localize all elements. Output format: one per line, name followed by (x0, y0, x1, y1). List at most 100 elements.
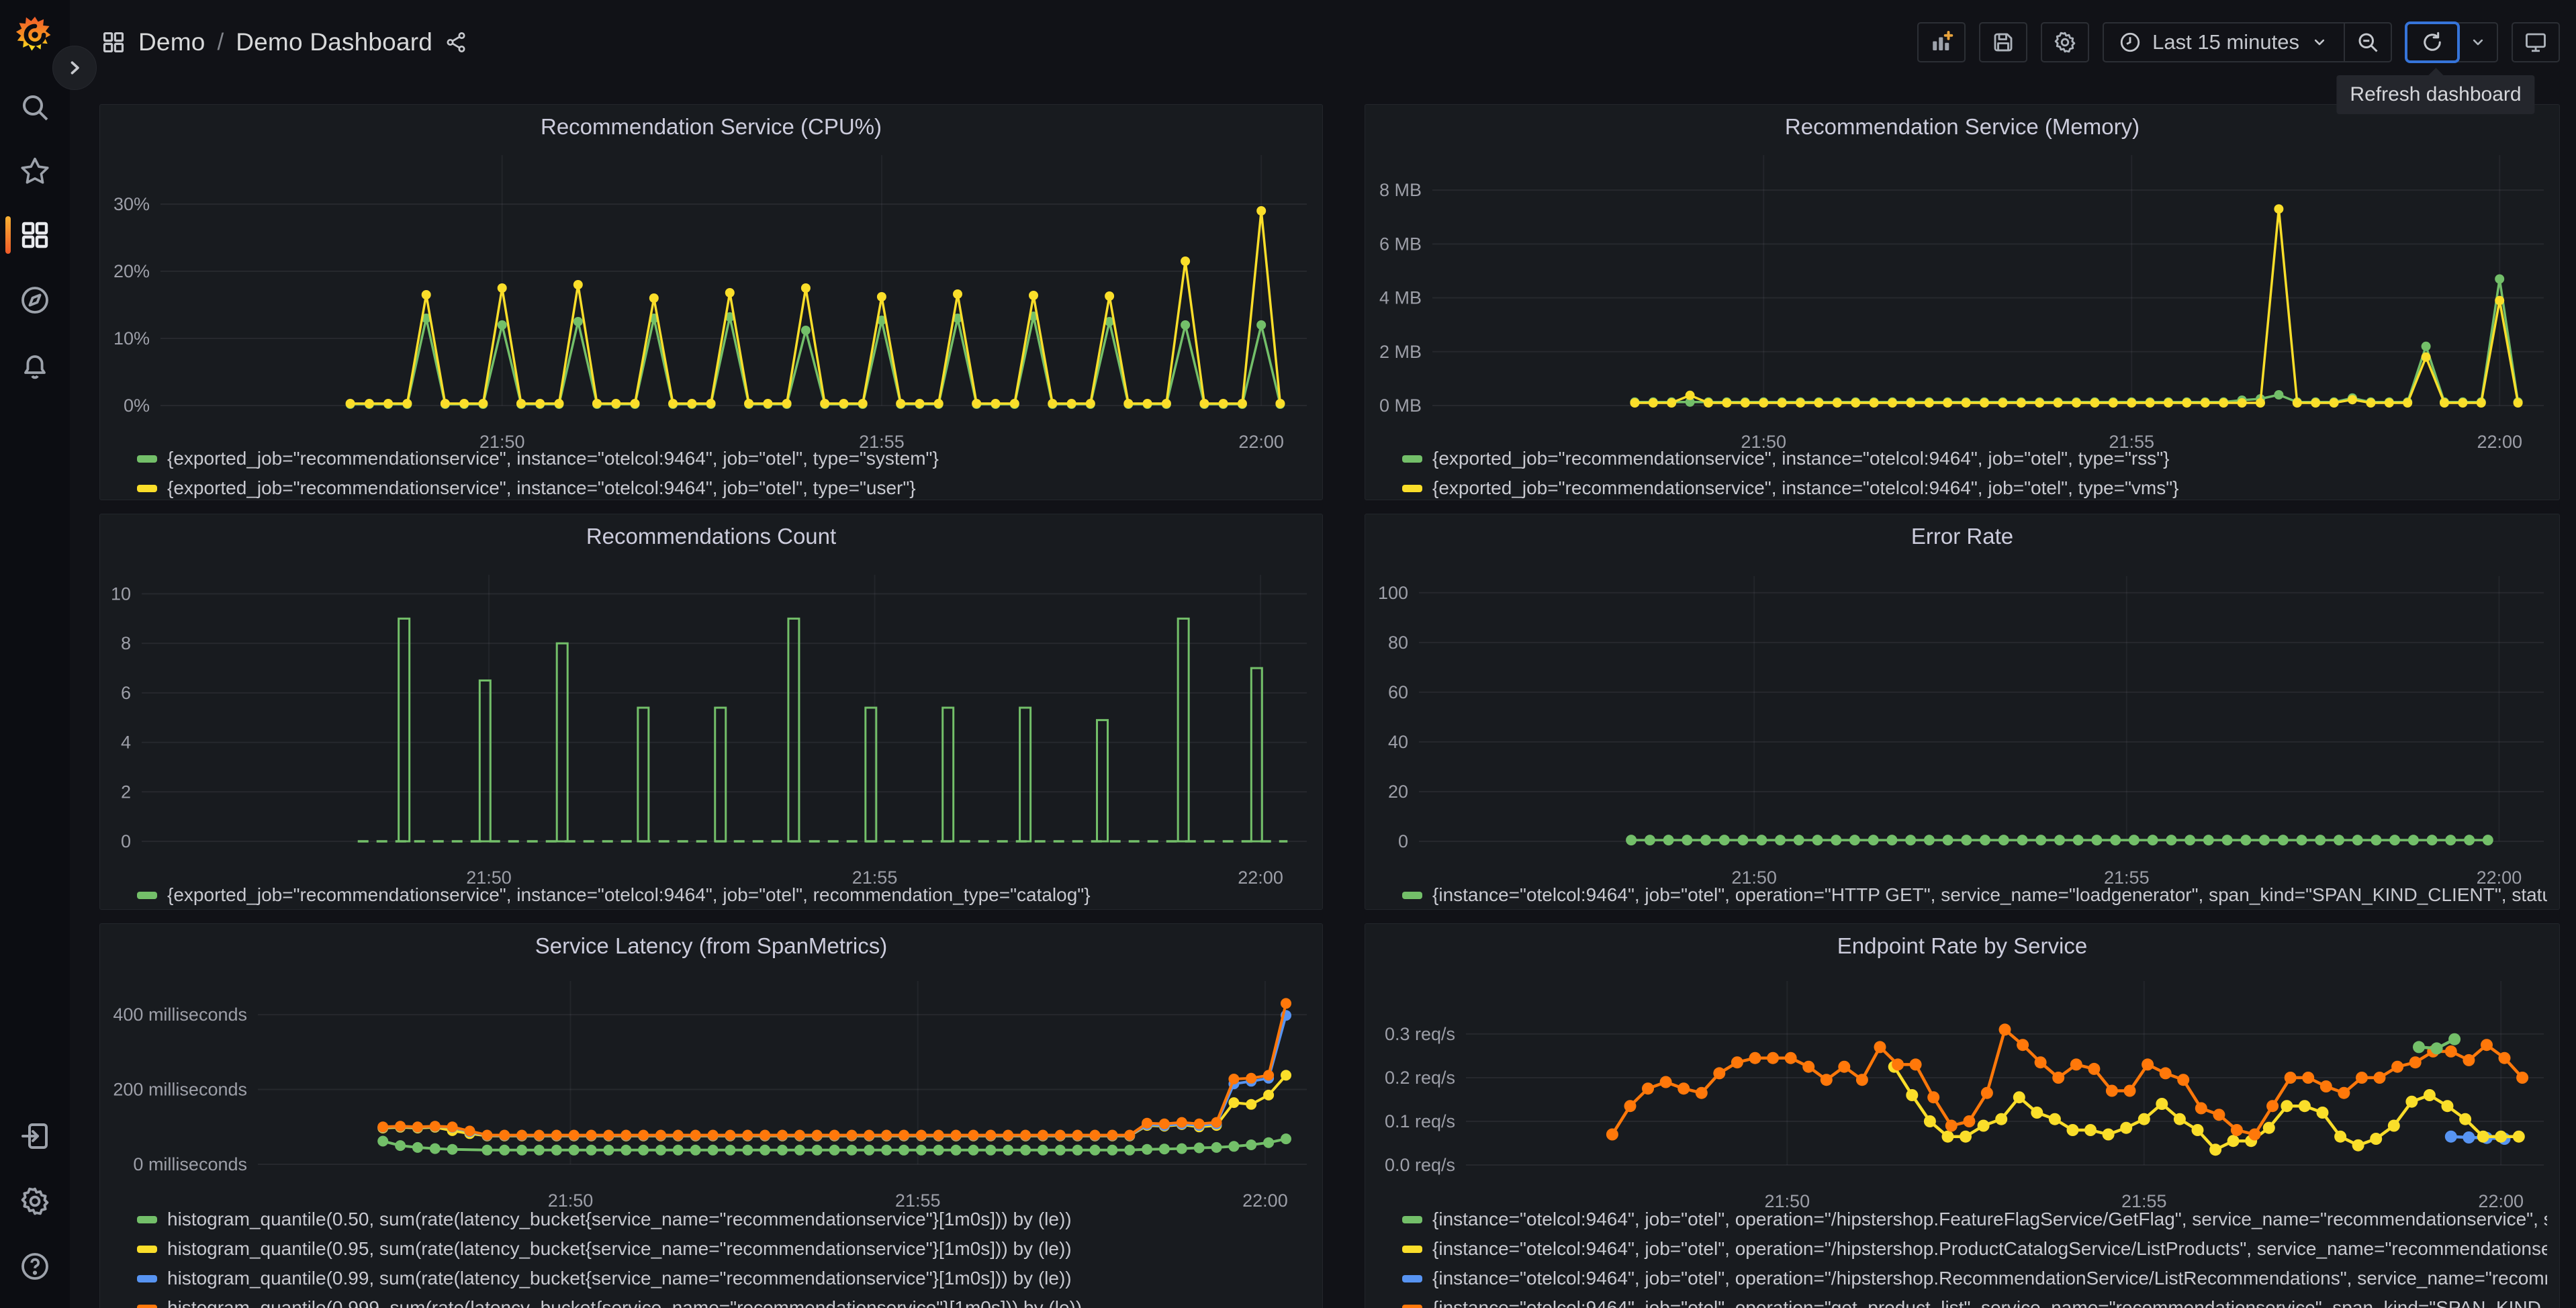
chevron-right-icon (63, 56, 86, 79)
legend-swatch (1402, 1304, 1422, 1308)
sidebar-item-sign-in[interactable] (0, 1108, 70, 1164)
panel-recommendation-memory: Recommendation Service (Memory) 0 MB 2 MB… (1365, 104, 2560, 500)
legend-item[interactable]: {instance="otelcol:9464", job="otel", op… (1402, 1293, 2547, 1308)
sidebar-item-starred[interactable] (0, 143, 70, 199)
svg-text:22:00: 22:00 (2477, 868, 2522, 888)
legend-label: histogram_quantile(0.99, sum(rate(latenc… (167, 1268, 1072, 1289)
svg-text:80: 80 (1388, 633, 1408, 653)
legend-label: {instance="otelcol:9464", job="otel", op… (1432, 884, 2547, 905)
svg-text:21:55: 21:55 (859, 432, 905, 452)
legend-item[interactable]: histogram_quantile(0.999, sum(rate(laten… (137, 1293, 1310, 1308)
refresh-tooltip: Refresh dashboard (2336, 68, 2535, 114)
time-range-picker[interactable]: Last 15 minutes (2104, 24, 2344, 61)
legend: {instance="otelcol:9464", job="otel", op… (1402, 880, 2547, 909)
svg-text:6: 6 (121, 683, 131, 703)
time-series-chart: 0% 10% 20% 30% 21:50 21:55 22:00 (100, 105, 1322, 456)
zoom-out-time-button[interactable] (2345, 24, 2391, 61)
legend-label: {exported_job="recommendationservice", i… (167, 448, 939, 469)
refresh-dashboard-button[interactable] (2405, 21, 2460, 63)
svg-text:4: 4 (121, 733, 131, 753)
legend-item[interactable]: {exported_job="recommendationservice", i… (1402, 473, 2547, 500)
kiosk-mode-button[interactable] (2512, 22, 2560, 62)
legend-item[interactable]: {instance="otelcol:9464", job="otel", op… (1402, 1205, 2547, 1234)
panel-title[interactable]: Recommendation Service (Memory) (1784, 114, 2140, 139)
bell-icon (19, 349, 51, 381)
sidebar-expand-button[interactable] (52, 46, 97, 90)
monitor-icon (2524, 30, 2548, 54)
time-series-chart: 0 milliseconds 200 milliseconds 400 millis… (100, 924, 1322, 1215)
sidebar-item-settings[interactable] (0, 1173, 70, 1229)
legend-label: histogram_quantile(0.95, sum(rate(latenc… (167, 1238, 1072, 1259)
sidebar-item-search[interactable] (0, 79, 70, 136)
svg-text:100: 100 (1378, 583, 1408, 603)
svg-text:22:00: 22:00 (1242, 1190, 1288, 1211)
refresh-interval-dropdown[interactable] (2458, 24, 2497, 61)
svg-text:21:55: 21:55 (895, 1190, 941, 1211)
share-icon[interactable] (445, 31, 467, 54)
save-dashboard-button[interactable] (1979, 22, 2028, 62)
legend-item[interactable]: {instance="otelcol:9464", job="otel", op… (1402, 1264, 2547, 1293)
legend-item[interactable]: {instance="otelcol:9464", job="otel", op… (1402, 880, 2547, 909)
panel-title[interactable]: Recommendations Count (586, 524, 837, 549)
dashboards-grid-icon (19, 219, 51, 251)
refresh-icon (2420, 30, 2444, 54)
legend-item[interactable]: {exported_job="recommendationservice", i… (137, 880, 1310, 909)
panel-title[interactable]: Error Rate (1911, 524, 2014, 549)
svg-text:21:50: 21:50 (1741, 432, 1786, 452)
legend-swatch (137, 1215, 157, 1223)
legend-swatch (1402, 1245, 1422, 1253)
legend: histogram_quantile(0.50, sum(rate(latenc… (137, 1205, 1310, 1308)
svg-text:0.1 req/s: 0.1 req/s (1385, 1111, 1455, 1131)
panel-title[interactable]: Service Latency (from SpanMetrics) (535, 933, 888, 958)
breadcrumb-dashboard[interactable]: Demo Dashboard (236, 28, 433, 56)
legend-label: {exported_job="recommendationservice", i… (167, 477, 916, 498)
svg-text:60: 60 (1388, 682, 1408, 702)
sidebar-item-help[interactable] (0, 1238, 70, 1295)
legend-item[interactable]: {exported_job="recommendationservice", i… (137, 473, 1310, 500)
panel-service-latency: Service Latency (from SpanMetrics) 0 mil… (99, 923, 1323, 1308)
star-icon (19, 155, 51, 187)
divider (2344, 24, 2345, 61)
svg-text:0 MB: 0 MB (1379, 395, 1422, 416)
sidebar-item-alerting[interactable] (0, 337, 70, 393)
legend-item[interactable]: {instance="otelcol:9464", job="otel", op… (1402, 1234, 2547, 1264)
panel-title[interactable]: Endpoint Rate by Service (1837, 933, 2088, 958)
svg-text:10: 10 (111, 583, 131, 604)
legend-item[interactable]: histogram_quantile(0.99, sum(rate(latenc… (137, 1264, 1310, 1293)
svg-text:0: 0 (121, 831, 131, 851)
refresh-group (2405, 21, 2498, 63)
gear-icon (2053, 30, 2077, 54)
breadcrumb: Demo / Demo Dashboard (101, 0, 467, 84)
legend-label: {exported_job="recommendationservice", i… (1432, 477, 2179, 498)
breadcrumb-folder[interactable]: Demo (138, 28, 205, 56)
time-series-chart: 0 20 40 60 80 100 21:50 21:55 22:00 (1365, 514, 2559, 892)
legend-swatch (137, 1304, 157, 1308)
dashboard-toolbar: Last 15 minutes (1917, 21, 2560, 63)
panel-recommendations-count: Recommendations Count 0 2 4 6 8 10 21:50 21:55 2… (99, 514, 1323, 910)
legend-swatch (1402, 455, 1422, 463)
panel-endpoint-rate: Endpoint Rate by Service 0.0 req/s 0.1 re… (1365, 923, 2560, 1308)
legend-item[interactable]: {exported_job="recommendationservice", i… (1402, 444, 2547, 473)
dashboard-settings-button[interactable] (2041, 22, 2090, 62)
svg-text:22:00: 22:00 (2478, 1191, 2524, 1211)
legend-item[interactable]: histogram_quantile(0.50, sum(rate(latenc… (137, 1205, 1310, 1234)
sidebar-item-explore[interactable] (0, 272, 70, 328)
svg-text:0: 0 (1398, 831, 1408, 851)
legend-item[interactable]: histogram_quantile(0.95, sum(rate(latenc… (137, 1234, 1310, 1264)
svg-text:20: 20 (1388, 782, 1408, 802)
add-panel-button[interactable] (1917, 22, 1966, 62)
legend-label: {instance="otelcol:9464", job="otel", op… (1432, 1297, 2547, 1308)
legend-label: {exported_job="recommendationservice", i… (1432, 448, 2170, 469)
grafana-logo[interactable] (15, 15, 55, 55)
help-circle-icon (19, 1250, 51, 1282)
svg-text:21:50: 21:50 (548, 1190, 594, 1211)
svg-text:0%: 0% (124, 395, 150, 416)
svg-text:21:50: 21:50 (466, 868, 512, 888)
time-picker-group: Last 15 minutes (2103, 22, 2392, 62)
sidebar-item-dashboards[interactable] (0, 207, 70, 263)
add-panel-icon (1929, 30, 1953, 54)
legend-swatch (1402, 484, 1422, 492)
legend-item[interactable]: {exported_job="recommendationservice", i… (137, 444, 1310, 473)
panel-title[interactable]: Recommendation Service (CPU%) (540, 114, 882, 139)
